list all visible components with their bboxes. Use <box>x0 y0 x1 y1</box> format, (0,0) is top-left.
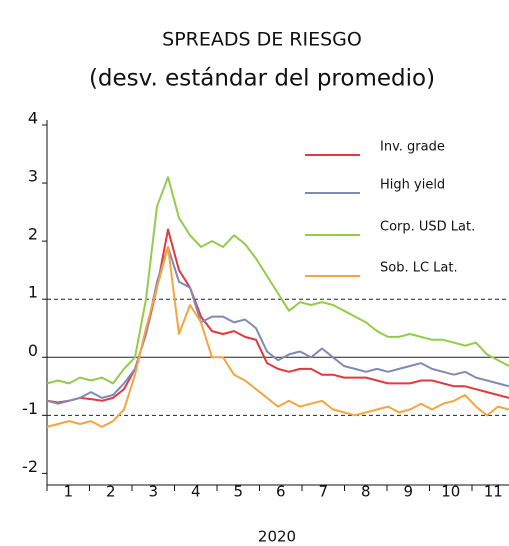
legend-label: Inv. grade <box>380 140 445 155</box>
chart-title: SPREADS DE RIESGO <box>162 29 362 51</box>
x-tick-label: 5 <box>233 483 243 501</box>
x-tick-label: 8 <box>361 483 371 501</box>
y-tick-label: -2 <box>22 457 38 476</box>
y-tick-label: -1 <box>22 399 38 418</box>
legend-label: Corp. USD Lat. <box>380 220 475 235</box>
x-axis-label: 2020 <box>258 528 296 546</box>
x-tick-label: 7 <box>318 483 328 501</box>
x-tick-label: 6 <box>276 483 286 501</box>
y-tick-label: 3 <box>28 167 38 186</box>
x-tick-label: 3 <box>148 483 158 501</box>
legend-label: Sob. LC Lat. <box>380 261 458 276</box>
x-tick-label: 4 <box>191 483 201 501</box>
x-tick-label: 1 <box>63 483 73 501</box>
series-line <box>46 245 509 405</box>
y-tick-label: 0 <box>28 341 38 360</box>
x-tick-label: 9 <box>403 483 413 501</box>
x-tick-label: 10 <box>441 483 460 501</box>
chart-subtitle: (desv. estándar del promedio) <box>89 66 435 92</box>
legend-label: High yield <box>380 178 445 193</box>
y-tick-label: 2 <box>28 225 38 244</box>
y-tick-label: 4 <box>28 109 38 128</box>
series-line <box>46 176 509 385</box>
series-line <box>46 228 509 404</box>
series-line <box>46 245 509 428</box>
x-tick-label: 11 <box>484 483 503 501</box>
x-tick-label: 2 <box>106 483 116 501</box>
y-tick-label: 1 <box>28 283 38 302</box>
